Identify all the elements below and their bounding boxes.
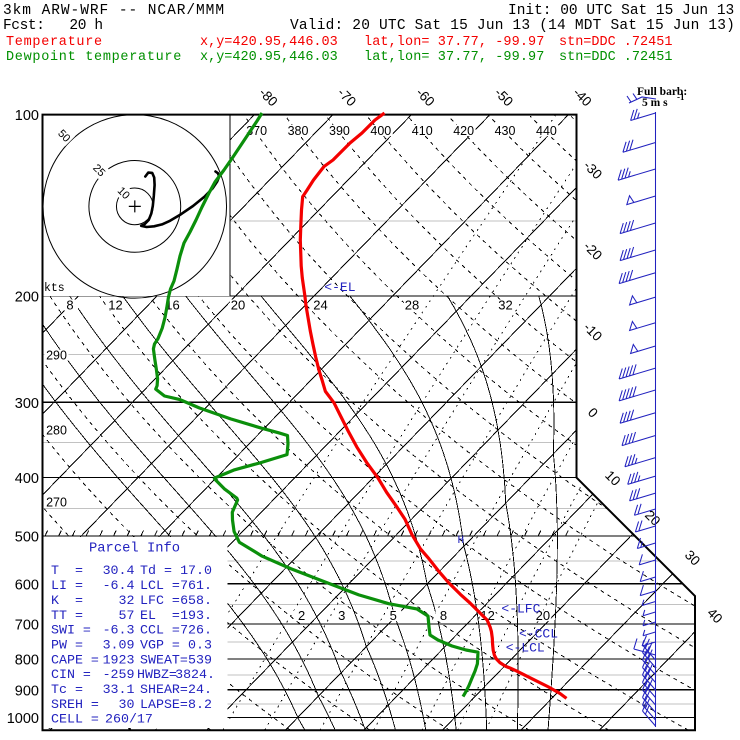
svg-text:<-LFC: <-LFC (501, 602, 540, 617)
svg-text:CCL =: CCL = (140, 623, 180, 638)
svg-text:LCL =: LCL = (140, 578, 180, 593)
svg-text:410: 410 (412, 124, 433, 138)
svg-text:Td =: Td = (140, 563, 172, 578)
svg-text:-1: -1 (677, 92, 685, 102)
svg-text:290: 290 (46, 348, 67, 362)
svg-text:<-LCL: <-LCL (506, 641, 545, 656)
svg-text:260/17: 260/17 (105, 712, 153, 727)
svg-text:8.2: 8.2 (188, 697, 212, 712)
svg-text:32: 32 (119, 593, 135, 608)
svg-text:CAPE =: CAPE = (51, 652, 99, 667)
svg-text:12: 12 (108, 298, 122, 313)
svg-text:658.: 658. (180, 593, 212, 608)
svg-text:700: 700 (15, 618, 39, 634)
svg-text:28: 28 (405, 298, 419, 313)
svg-text:Full barb:: Full barb: (637, 86, 687, 98)
svg-text:-6.3: -6.3 (103, 623, 135, 638)
svg-text:539: 539 (188, 652, 212, 667)
svg-text:3: 3 (338, 608, 345, 623)
svg-text:32: 32 (498, 298, 512, 313)
svg-text:726.: 726. (180, 623, 212, 638)
svg-text:H: H (458, 535, 465, 547)
svg-text:TT =: TT = (51, 608, 83, 623)
svg-text:20: 20 (536, 608, 550, 623)
svg-text:Tc =: Tc = (51, 682, 83, 697)
svg-text:SHEAR=: SHEAR= (140, 682, 188, 697)
svg-text:40: 40 (704, 605, 725, 626)
svg-text:SWEAT=: SWEAT= (140, 652, 188, 667)
svg-text:20: 20 (231, 298, 245, 313)
svg-text:LI =: LI = (51, 578, 83, 593)
svg-text:380: 380 (288, 124, 309, 138)
svg-text:100: 100 (15, 108, 39, 124)
svg-text:24.: 24. (188, 682, 212, 697)
svg-text:1923: 1923 (103, 652, 135, 667)
svg-text:200: 200 (15, 290, 39, 306)
svg-text:K =: K = (51, 593, 83, 608)
svg-text:761.: 761. (180, 578, 212, 593)
svg-text:5: 5 (390, 608, 397, 623)
svg-text:<-EL: <-EL (324, 280, 355, 295)
svg-text:400: 400 (15, 471, 39, 487)
svg-text:T =: T = (51, 563, 83, 578)
svg-text:3824.: 3824. (175, 667, 215, 682)
svg-text:800: 800 (15, 653, 39, 669)
svg-text:270: 270 (46, 495, 67, 509)
svg-text:8: 8 (66, 298, 73, 313)
svg-text:LAPSE=: LAPSE= (140, 697, 188, 712)
svg-text:8: 8 (440, 608, 447, 623)
svg-text:430: 430 (495, 124, 516, 138)
svg-text:EL =: EL = (140, 608, 180, 623)
svg-text:Parcel Info: Parcel Info (89, 541, 180, 557)
svg-text:-6.4: -6.4 (103, 578, 135, 593)
svg-text:1000: 1000 (7, 711, 39, 727)
svg-text:0.3: 0.3 (188, 638, 212, 653)
svg-text:30.4: 30.4 (103, 563, 135, 578)
svg-text:12: 12 (480, 608, 494, 623)
svg-text:24: 24 (313, 298, 327, 313)
svg-text:600: 600 (15, 577, 39, 593)
svg-text:280: 280 (46, 423, 67, 437)
svg-text:5 m s: 5 m s (642, 97, 668, 109)
svg-text:57: 57 (119, 608, 135, 623)
svg-text:440: 440 (536, 124, 557, 138)
svg-text:30: 30 (119, 697, 135, 712)
svg-text:900: 900 (15, 683, 39, 699)
svg-text:33.1: 33.1 (103, 682, 135, 697)
svg-text:400: 400 (370, 124, 391, 138)
svg-text:300: 300 (15, 396, 39, 412)
svg-text:500: 500 (15, 530, 39, 546)
svg-text:20: 20 (642, 507, 663, 528)
svg-text:3.09: 3.09 (103, 638, 135, 653)
svg-text:HWBZ=: HWBZ= (137, 667, 177, 682)
svg-text:PW =: PW = (51, 638, 83, 653)
svg-text:193.: 193. (180, 608, 212, 623)
svg-text:390: 390 (329, 124, 350, 138)
svg-text:kts: kts (44, 282, 65, 295)
svg-text:VGP =: VGP = (140, 638, 180, 653)
svg-text:2: 2 (298, 608, 305, 623)
svg-text:17.0: 17.0 (180, 563, 212, 578)
svg-text:10: 10 (602, 468, 623, 489)
svg-text:LFC =: LFC = (140, 593, 180, 608)
svg-text:420: 420 (453, 124, 474, 138)
svg-text:-259: -259 (103, 667, 135, 682)
svg-text:SWI =: SWI = (51, 623, 91, 638)
svg-text:CELL =: CELL = (51, 712, 99, 727)
svg-text:CIN =: CIN = (51, 667, 91, 682)
svg-text:<-CCL: <-CCL (519, 627, 558, 642)
svg-text:SREH =: SREH = (51, 697, 99, 712)
